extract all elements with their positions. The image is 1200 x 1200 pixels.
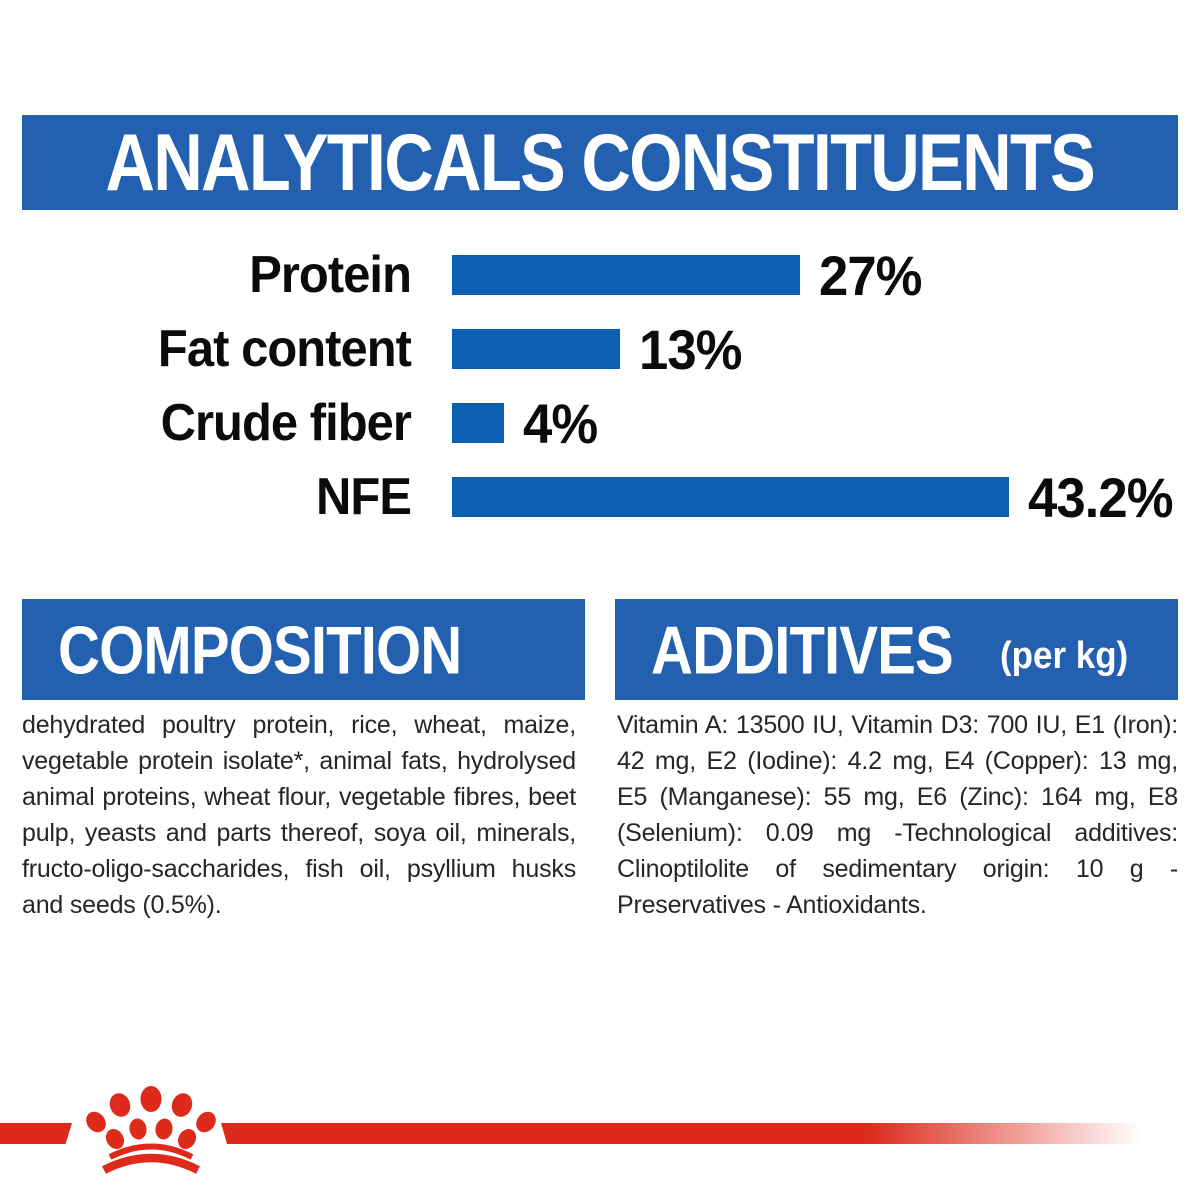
- constituents-bar-chart: Protein 27% Fat content 13% Crude fiber …: [22, 238, 1192, 534]
- bar-protein: [452, 255, 800, 295]
- bar-value: 27%: [819, 243, 922, 307]
- composition-banner: COMPOSITION: [22, 599, 585, 700]
- bar-nfe: [452, 477, 1009, 517]
- bar-label: Protein: [249, 246, 412, 304]
- bar-value: 4%: [523, 391, 598, 455]
- brand-stripe-right: [221, 1123, 1200, 1144]
- bar-label: Fat content: [157, 320, 412, 378]
- brand-stripe-left: [0, 1123, 72, 1144]
- additives-text: Vitamin A: 13500 IU, Vitamin D3: 700 IU,…: [617, 711, 1178, 919]
- bar-fat: [452, 329, 620, 369]
- analyticals-title: ANALYTICALS CONSTITUENTS: [105, 116, 1096, 208]
- composition-title: COMPOSITION: [58, 611, 462, 688]
- additives-title-row: ADDITIVES (per kg): [651, 612, 1178, 688]
- additives-subtitle: (per kg): [1000, 635, 1129, 677]
- chart-row-protein: Protein 27%: [22, 238, 1192, 312]
- royal-canin-crown-icon: [86, 1086, 216, 1174]
- bar-label: NFE: [316, 468, 412, 526]
- bar-value: 43.2%: [1028, 465, 1174, 529]
- bar-value: 13%: [639, 317, 742, 381]
- analyticals-banner: ANALYTICALS CONSTITUENTS: [22, 115, 1178, 210]
- chart-row-fiber: Crude fiber 4%: [22, 386, 1192, 460]
- additives-title: ADDITIVES: [651, 611, 954, 688]
- composition-text: dehydrated poultry protein, rice, wheat,…: [22, 711, 576, 919]
- chart-row-nfe: NFE 43.2%: [22, 460, 1192, 534]
- chart-row-fat: Fat content 13%: [22, 312, 1192, 386]
- bar-fiber: [452, 403, 504, 443]
- additives-banner: ADDITIVES (per kg): [615, 599, 1178, 700]
- bar-label: Crude fiber: [160, 394, 412, 452]
